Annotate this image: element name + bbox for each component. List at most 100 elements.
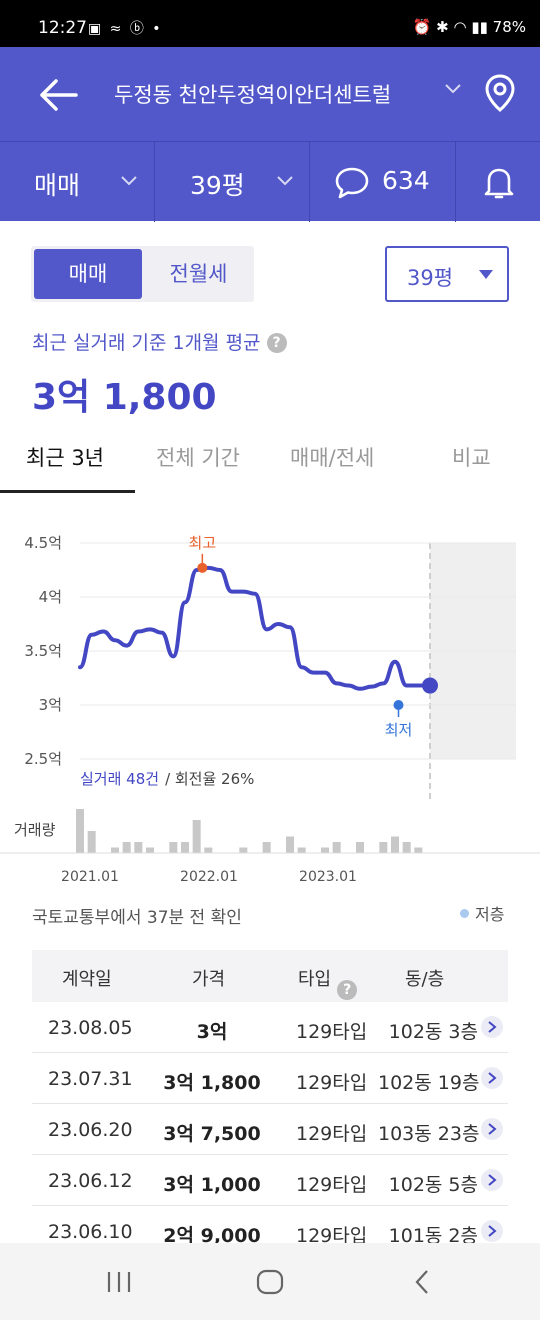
table-row[interactable]: 23.08.05 3억 129타입 102동 3층 (32, 1002, 508, 1053)
pyeong-filter[interactable]: 39평 (155, 142, 310, 222)
row-type: 129타입 (296, 1021, 368, 1043)
volume-bar (76, 809, 84, 853)
price-line (78, 565, 432, 691)
help-icon[interactable]: ? (337, 980, 358, 1000)
header-unit: 동/층 (405, 969, 445, 990)
active-tab-indicator (0, 490, 135, 493)
table-row[interactable]: 23.06.10 2억 9,000 129타입 101동 2층 (32, 1206, 508, 1257)
tab-compare[interactable]: 비교 (452, 446, 491, 470)
y-tick-label: 3.5억 (24, 642, 62, 660)
row-type: 129타입 (296, 1072, 368, 1094)
volume-bar (286, 836, 294, 853)
table-row[interactable]: 23.06.20 3억 7,500 129타입 103동 23층 (32, 1104, 508, 1155)
latest-price-dot (422, 677, 438, 694)
header-date: 계약일 (62, 969, 112, 990)
status-time: 12:27 (38, 18, 87, 38)
volume-bar (356, 842, 364, 853)
row-unit: 102동 3층 (388, 1021, 478, 1043)
min-label: 최저 (385, 721, 413, 739)
x-tick-label: 2023.01 (299, 869, 357, 885)
speech-bubble-icon (335, 167, 369, 199)
row-date: 23.08.05 (48, 1017, 133, 1039)
row-type: 129타입 (296, 1225, 368, 1247)
bell-icon (484, 168, 514, 199)
volume-label: 거래량 (14, 821, 56, 839)
dropdown-triangle-icon (479, 270, 493, 279)
row-detail-button[interactable] (481, 1016, 503, 1038)
tab-all-period[interactable]: 전체 기간 (156, 446, 240, 470)
row-date: 23.06.10 (48, 1221, 133, 1243)
notification-button[interactable] (456, 142, 540, 222)
volume-bar (239, 847, 248, 853)
home-icon[interactable] (256, 1269, 284, 1295)
tab-recent-3y[interactable]: 최근 3년 (26, 446, 104, 470)
row-price: 3억 1,000 (163, 1174, 261, 1196)
system-nav-bar (0, 1243, 540, 1320)
pyeong-dropdown-value: 39평 (407, 266, 454, 290)
volume-bar (181, 842, 189, 853)
header-price: 가격 (192, 969, 226, 990)
row-type: 129타입 (296, 1174, 368, 1196)
segment-rent[interactable]: 전월세 (169, 262, 228, 286)
low-floor-legend: 저층 (460, 901, 504, 925)
comments-button[interactable]: 634 (310, 142, 456, 222)
back-icon[interactable] (412, 1269, 432, 1295)
signal-icons: ⏰ ✱ ◠ ▮▮ (412, 18, 493, 36)
table-row[interactable]: 23.06.12 3억 1,000 129타입 102동 5층 (32, 1155, 508, 1206)
update-status: 국토교통부에서 37분 전 확인 (32, 908, 242, 928)
max-label: 최고 (189, 534, 217, 552)
volume-bar (111, 847, 119, 853)
price-chart[interactable]: 4.5억 4억 3.5억 3억 2.5억 2021.01 2022.01 2023.01 최… (0, 493, 540, 913)
row-detail-button[interactable] (481, 1118, 503, 1140)
row-date: 23.06.20 (48, 1119, 133, 1141)
y-tick-label: 2.5억 (24, 750, 62, 768)
tab-sale-jeonse[interactable]: 매매/전세 (290, 446, 375, 470)
volume-bar (134, 842, 143, 853)
pyeong-label: 39평 (190, 171, 245, 200)
location-pin-icon[interactable] (484, 73, 516, 113)
help-icon[interactable]: ? (266, 333, 287, 353)
chevron-down-icon[interactable] (444, 83, 462, 95)
row-detail-button[interactable] (481, 1169, 503, 1191)
deal-type-filter[interactable]: 매매 (0, 142, 155, 222)
legend-low-label: 저층 (475, 905, 505, 924)
chevron-right-icon (488, 1225, 497, 1237)
volume-bar (297, 847, 306, 853)
segment-sale[interactable]: 매매 (34, 249, 142, 299)
volume-bar (391, 836, 399, 853)
row-type: 129타입 (296, 1123, 368, 1145)
row-price: 3억 (196, 1021, 228, 1043)
chevron-right-icon (488, 1174, 497, 1186)
y-tick-label: 4.5억 (24, 534, 62, 552)
comment-count: 634 (382, 166, 430, 195)
complex-title[interactable]: 두정동 천안두정역이안더센트럴 (114, 83, 392, 107)
row-price: 3억 1,800 (163, 1072, 261, 1094)
recent-apps-icon[interactable] (104, 1269, 134, 1295)
pyeong-dropdown[interactable]: 39평 (385, 246, 509, 302)
chevron-right-icon (488, 1072, 497, 1084)
deal-type-label: 매매 (34, 171, 81, 200)
volume-bar (146, 847, 154, 853)
status-bar: 12:27 ▣ ≈ ⓑ • ⏰ ✱ ◠ ▮▮ 78% (0, 0, 540, 47)
volume-bar (414, 847, 423, 853)
row-price: 2억 9,000 (163, 1225, 261, 1247)
app-header: 두정동 천안두정역이안더센트럴 (0, 47, 540, 141)
row-detail-button[interactable] (481, 1067, 503, 1089)
volume-bar (87, 831, 96, 853)
notification-icons: ▣ ≈ ⓑ • (88, 21, 163, 37)
status-right: ⏰ ✱ ◠ ▮▮ 78% (413, 18, 526, 36)
trade-count: 실거래 48건 (80, 770, 159, 788)
average-label: 최근 실거래 기준 1개월 평균? (32, 328, 287, 355)
volume-bar (262, 842, 271, 853)
min-marker-dot (393, 700, 404, 710)
row-detail-button[interactable] (481, 1220, 503, 1242)
deal-type-segment: 매매 전월세 (31, 246, 254, 302)
average-label-text: 최근 실거래 기준 1개월 평균 (32, 332, 261, 354)
row-date: 23.07.31 (48, 1068, 133, 1090)
volume-bar (192, 820, 201, 853)
back-arrow-icon[interactable] (36, 73, 80, 117)
row-unit: 102동 5층 (388, 1174, 478, 1196)
volume-bar (379, 842, 388, 853)
table-row[interactable]: 23.07.31 3억 1,800 129타입 102동 19층 (32, 1053, 508, 1104)
max-marker-dot (197, 562, 208, 573)
